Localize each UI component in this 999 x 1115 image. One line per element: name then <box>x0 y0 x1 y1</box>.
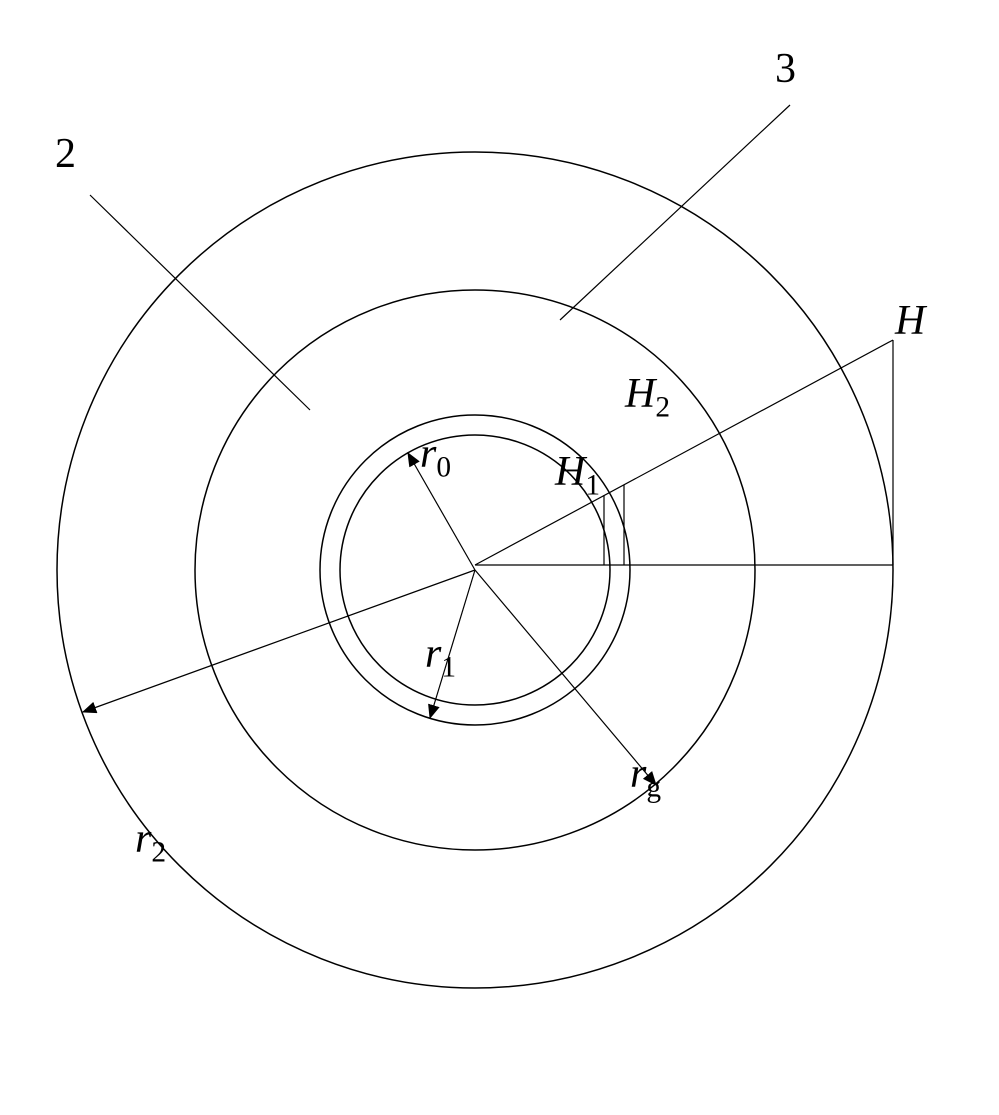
callout-line-2 <box>90 195 310 410</box>
diagram-container: 2 3 r0 r1 rg r2 H H1 H2 <box>0 0 999 1115</box>
callout-line-3 <box>560 105 790 320</box>
label-r2: r2 <box>135 815 166 869</box>
diagram-svg <box>0 0 999 1115</box>
label-2: 2 <box>55 130 76 178</box>
diagonal-to-H <box>475 340 893 565</box>
radius-rg-arrow <box>475 570 656 785</box>
label-rg: rg <box>630 750 661 804</box>
label-H: H <box>895 297 925 345</box>
label-H1: H1 <box>555 448 600 502</box>
label-r0: r0 <box>420 430 451 484</box>
label-3: 3 <box>775 45 796 93</box>
label-H2: H2 <box>625 370 670 424</box>
label-r1: r1 <box>425 630 456 684</box>
